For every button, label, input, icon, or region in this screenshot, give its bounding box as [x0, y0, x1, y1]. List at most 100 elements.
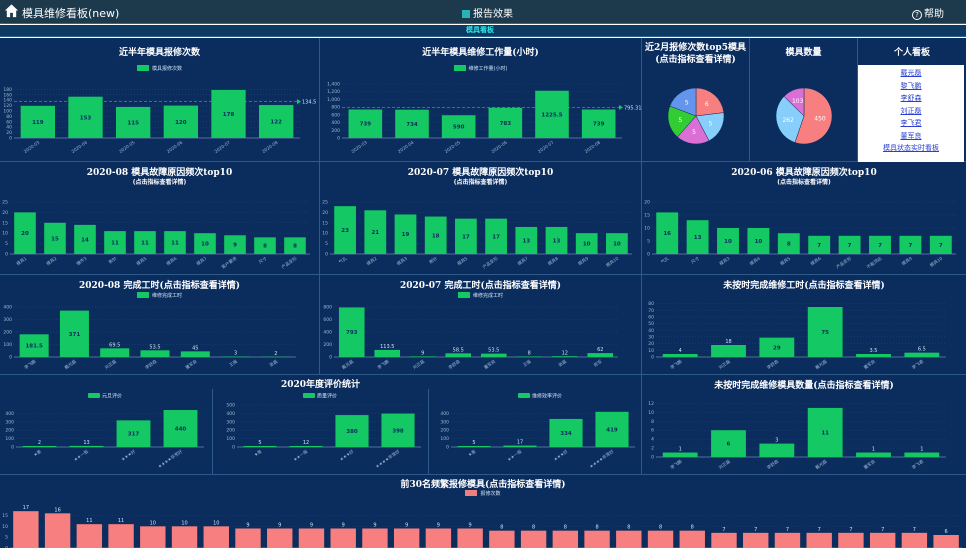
average-label: 795.31: [624, 105, 642, 111]
chart-top30[interactable]: 0 5 10 15 17 16 11 11 10 10 10 9 9 9 9 9 9 9 9 8 8 8 8 8 8 8 7 7 7 7 7…: [0, 475, 966, 548]
chart-annual-3[interactable]: 0 100 200 300 400 5 ★差 17 ★★一般 334 ★★★好 419 ★★★★非常好 维…: [428, 389, 642, 475]
bar-value-label: 734: [406, 122, 418, 128]
bar: [298, 528, 325, 548]
chart-hours-08[interactable]: 0 100 200 300 400 181.5 李飞鹏 371 戴光磊 69.5 刘正磊 53.5 李舒…: [0, 275, 320, 375]
bar-value-label: 10: [213, 520, 219, 526]
bar: [480, 353, 507, 357]
bar-value-label: 8: [659, 525, 662, 531]
bar-value-label: 10: [201, 242, 209, 248]
x-tick-label: 模具9: [577, 255, 591, 267]
bar: [856, 452, 891, 457]
personal-link[interactable]: 黎飞鹏: [900, 81, 922, 90]
y-tick-label: 10: [322, 231, 328, 237]
chart-annual-2[interactable]: 0 100 200 300 400 500 5 ★差 12 ★★一般 380 ★★★好 398 ★★★★非…: [212, 389, 428, 475]
bar-value-label: 7: [878, 243, 882, 249]
bar-value-label: 7: [939, 243, 943, 249]
home-icon[interactable]: [4, 3, 19, 18]
x-tick-label: 李舒森: [144, 358, 159, 372]
bar-value-label: 119: [32, 120, 44, 126]
x-tick-label: 模具2: [365, 255, 379, 267]
bar: [743, 532, 769, 548]
x-tick-label: 李飞鹏: [669, 458, 684, 471]
bar: [503, 445, 537, 447]
x-tick-label: 李舒森: [447, 358, 462, 372]
bar: [163, 105, 198, 138]
x-tick-label: 模具6: [809, 255, 823, 267]
legend: 模具报修次数: [0, 65, 319, 72]
personal-link[interactable]: 刘正磊: [900, 106, 922, 115]
x-tick-label: ★★★好: [120, 448, 138, 463]
bar: [348, 109, 383, 138]
x-tick-label: 李飞君: [910, 458, 925, 472]
y-tick-label: 200: [3, 330, 12, 336]
personal-link[interactable]: 董军良: [900, 131, 922, 140]
chart-hours-07[interactable]: 0 200 400 600 800 793 戴光磊 113.5 李飞鹏 9 刘正磊 58.5 李舒森 53…: [320, 275, 642, 375]
x-tick-label: 2020-04: [70, 140, 88, 155]
panel-title: 2020-07 模具故障原因频次top10: [407, 168, 554, 178]
personal-link[interactable]: 戴光磊: [900, 69, 922, 77]
y-tick-label: 15: [2, 513, 8, 519]
panel-title: 近半年模具报修次数: [118, 48, 200, 58]
bar-value-label: 2: [274, 351, 277, 357]
x-tick-label: 戴光磊: [63, 358, 78, 372]
report-effect-tab[interactable]: 报告效果: [462, 5, 513, 20]
panel-title: 2020-08 完成工时(点击指标查看详情): [79, 281, 240, 291]
chart-mold-count-pie[interactable]: 450 262 103: [750, 38, 858, 162]
x-tick-label: ★★★好: [552, 448, 570, 463]
bar: [807, 307, 843, 357]
bar-value-label: 3: [234, 351, 237, 357]
bar-value-label: 371: [69, 332, 81, 338]
chart-overdue-count[interactable]: 0 2 4 6 8 10 12 1 李飞鹏 6 刘正磊 3 李舒森 11 戴光磊 1 董军良 1 李飞君: [642, 375, 966, 475]
bar: [393, 528, 420, 548]
y-tick-label: 25: [2, 200, 8, 206]
bar: [901, 532, 928, 548]
chart-half-year-count[interactable]: 0204060801001201401601801192020-03153202…: [0, 38, 320, 162]
x-tick-label: 模具4: [748, 255, 762, 267]
bar-value-label: 10: [150, 520, 156, 526]
chart-fault-06[interactable]: 0 5 10 15 20 16 气孔 13 尺寸 10 模具3 10 模具4 8 模具5 7 模具6 7 产品变形 7…: [642, 162, 966, 275]
bar-value-label: 11: [118, 518, 124, 524]
y-tick-label: 60: [648, 315, 654, 321]
bar-value-label: 2: [38, 440, 41, 446]
top-bar: 模具维修看板(new) 报告效果 ? 帮助: [0, 0, 966, 24]
panel-title: 近2月报修次数top5模具: [645, 43, 746, 53]
pie-slice-label: 6: [705, 101, 709, 108]
chart-top5-pie[interactable]: 6 5 5 5 5: [642, 38, 750, 162]
chart-fault-07[interactable]: 0 5 10 15 20 25 23 气孔 21 模具2 19 模具3 18 断针 17 模具5 17 产品变形 1…: [320, 162, 642, 275]
y-tick-label: 0: [651, 355, 654, 361]
bar-value-label: 317: [128, 432, 140, 438]
bar: [44, 222, 66, 254]
bar: [334, 206, 356, 254]
chart-fault-08[interactable]: 0 5 10 15 20 25 20 模具1 15 模具2 14 镶件3 11 断针 11 模具5 11 模具6 1…: [0, 162, 320, 275]
legend-label: 维修完成工时: [472, 293, 503, 299]
bar: [457, 446, 491, 447]
bar: [747, 228, 770, 254]
help-button[interactable]: ? 帮助: [912, 5, 944, 20]
y-tick-label: 5: [5, 241, 8, 247]
bar: [899, 235, 922, 254]
bar-value-label: 6: [945, 529, 948, 535]
bar: [711, 345, 746, 357]
y-tick-label: 20: [2, 210, 8, 216]
bar-value-label: 1: [872, 447, 875, 453]
chart-annual-1[interactable]: 0 100 200 300 400 2 ★差 13 ★★一般 317 ★★★好 440 ★★★★非常好 元…: [0, 389, 212, 475]
bar: [904, 352, 940, 357]
bar-value-label: 4: [679, 348, 682, 354]
personal-link[interactable]: 李飞君: [900, 119, 922, 127]
bar: [808, 235, 831, 254]
x-tick-label: 模具5: [135, 255, 149, 267]
x-tick-label: 模具9: [900, 255, 914, 267]
y-tick-label: 10: [2, 524, 8, 530]
bar-value-label: 17: [23, 505, 29, 511]
panel-top30: 前30名频繁报修模具(点击指标查看详情) 报修次数 0 5 10 15 17 16 11 11…: [0, 475, 966, 548]
bar-value-label: 334: [560, 431, 572, 437]
bar-value-label: 11: [171, 241, 179, 247]
bar-value-label: 115: [127, 120, 139, 126]
personal-link[interactable]: 模具状态实时看板: [883, 144, 939, 152]
personal-link[interactable]: 李舒森: [900, 94, 922, 102]
y-tick-label: 15: [322, 220, 328, 226]
x-tick-label: 戴光磊: [340, 358, 355, 372]
y-tick-label: 60: [6, 119, 12, 125]
